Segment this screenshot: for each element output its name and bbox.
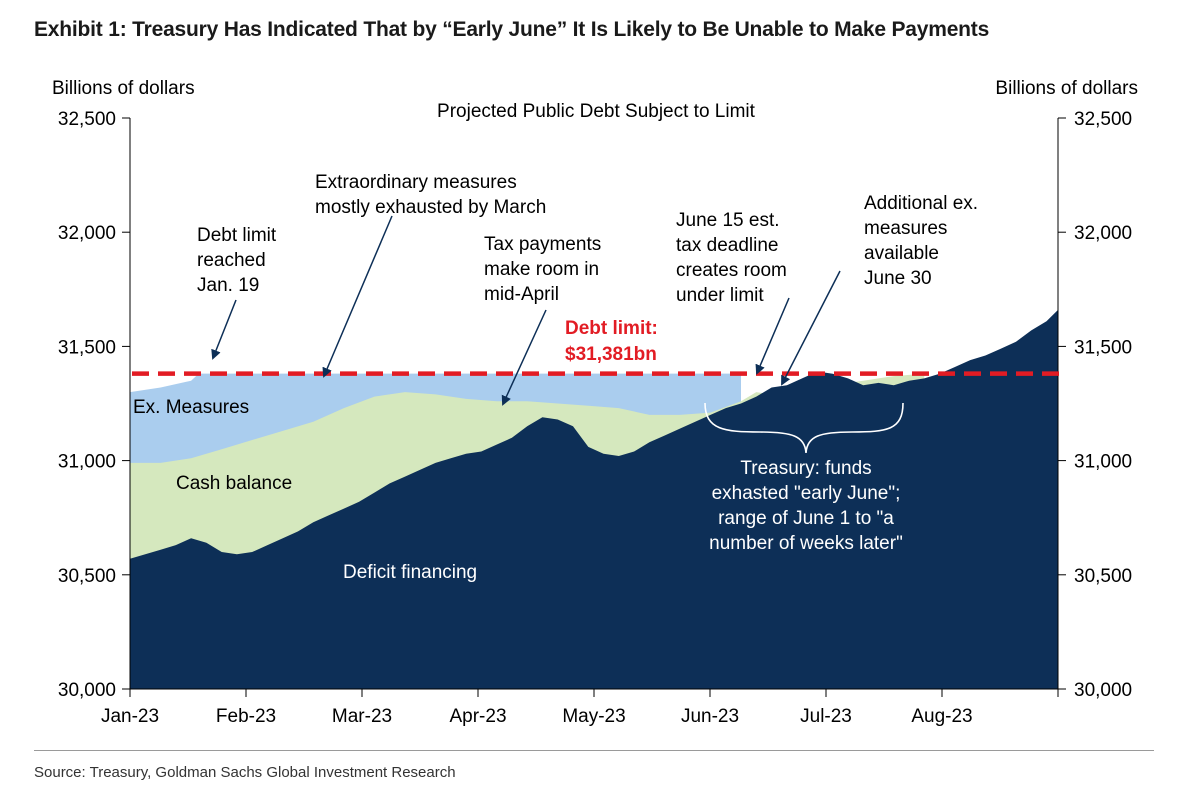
annotation-line: measures xyxy=(864,218,947,239)
y-axis-label-left: Billions of dollars xyxy=(52,78,195,99)
annotation-arrows xyxy=(211,215,841,406)
x-tick-label: Feb-23 xyxy=(216,706,276,727)
annotation-line: under limit xyxy=(676,285,764,306)
x-tick-label: Aug-23 xyxy=(911,706,972,727)
x-tick-label: Jun-23 xyxy=(681,706,739,727)
x-tick-label: Apr-23 xyxy=(449,706,506,727)
arrow-ex-measures-exhausted xyxy=(322,215,393,378)
area-label-ex-measures: Ex. Measures xyxy=(133,397,249,418)
arrow-debt-limit-reached xyxy=(211,299,237,360)
annotation-ex-measures-exhausted: Extraordinary measures mostly exhausted … xyxy=(315,172,546,218)
x-tick-label: Jan-23 xyxy=(101,706,159,727)
annotation-line: June 30 xyxy=(864,268,932,289)
chart-title: Projected Public Debt Subject to Limit xyxy=(437,101,756,122)
annotation-line: make room in xyxy=(484,259,599,280)
annotation-line: range of June 1 to "a xyxy=(718,508,894,529)
exhibit-title: Exhibit 1: Treasury Has Indicated That b… xyxy=(34,18,990,41)
y-axis-label-right: Billions of dollars xyxy=(995,78,1138,99)
annotation-additional-ex-measures: Additional ex. measures available June 3… xyxy=(864,193,978,289)
brace-june-to-july xyxy=(704,402,904,454)
area-label-cash-balance: Cash balance xyxy=(176,473,292,494)
annotation-line: reached xyxy=(197,250,266,271)
y-tick-label-right: 30,000 xyxy=(1074,680,1132,701)
annotation-line: Debt limit xyxy=(197,225,277,246)
y-tick-label-right: 31,500 xyxy=(1074,337,1132,358)
annotation-line: Extraordinary measures xyxy=(315,172,517,193)
y-tick-label-left: 31,500 xyxy=(58,337,116,358)
annotation-tax-payments: Tax payments make room in mid-April xyxy=(484,234,601,305)
annotation-line: mostly exhausted by March xyxy=(315,197,546,218)
y-tick-label-left: 32,500 xyxy=(58,109,116,130)
x-tick-label: Jul-23 xyxy=(800,706,852,727)
arrow-june-15-deadline xyxy=(755,297,790,375)
annotation-line: Treasury: funds xyxy=(740,458,871,479)
x-tick-label: May-23 xyxy=(562,706,625,727)
annotation-line: number of weeks later" xyxy=(709,533,903,554)
annotation-line: tax deadline xyxy=(676,235,778,256)
area-label-deficit-financing: Deficit financing xyxy=(343,562,477,583)
y-tick-label-right: 32,500 xyxy=(1074,109,1132,130)
y-tick-label-right: 31,000 xyxy=(1074,452,1132,473)
annotation-treasury-funds-exhausted: Treasury: funds exhasted "early June"; r… xyxy=(709,458,903,554)
footer-divider xyxy=(34,750,1154,751)
area-deficit-financing xyxy=(130,309,1058,689)
annotation-line: Tax payments xyxy=(484,234,601,255)
y-tick-label-left: 30,500 xyxy=(58,566,116,587)
annotation-line: mid-April xyxy=(484,284,559,305)
debt-limit-value: $31,381bn xyxy=(565,344,657,365)
y-tick-label-right: 32,000 xyxy=(1074,223,1132,244)
area-layers xyxy=(130,309,1058,689)
y-tick-label-right: 30,500 xyxy=(1074,566,1132,587)
annotation-june-15-tax-deadline: June 15 est. tax deadline creates room u… xyxy=(676,210,787,306)
annotation-line: available xyxy=(864,243,939,264)
source-note: Source: Treasury, Goldman Sachs Global I… xyxy=(34,764,456,781)
axes: 30,000 30,000 30,500 30,500 31,000 31,000 31,5… xyxy=(58,109,1132,727)
annotation-line: June 15 est. xyxy=(676,210,780,231)
arrow-tax-payments xyxy=(501,309,547,406)
annotation-line: creates room xyxy=(676,260,787,281)
debt-limit-label: Debt limit: xyxy=(565,318,658,339)
annotation-line: Additional ex. xyxy=(864,193,978,214)
arrow-additional-ex-measures xyxy=(781,270,841,386)
annotation-line: Jan. 19 xyxy=(197,275,259,296)
y-tick-label-left: 31,000 xyxy=(58,452,116,473)
annotation-debt-limit-reached: Debt limit reached Jan. 19 xyxy=(197,225,277,296)
y-tick-label-left: 32,000 xyxy=(58,223,116,244)
x-tick-label: Mar-23 xyxy=(332,706,392,727)
annotation-line: exhasted "early June"; xyxy=(712,483,901,504)
y-tick-label-left: 30,000 xyxy=(58,680,116,701)
